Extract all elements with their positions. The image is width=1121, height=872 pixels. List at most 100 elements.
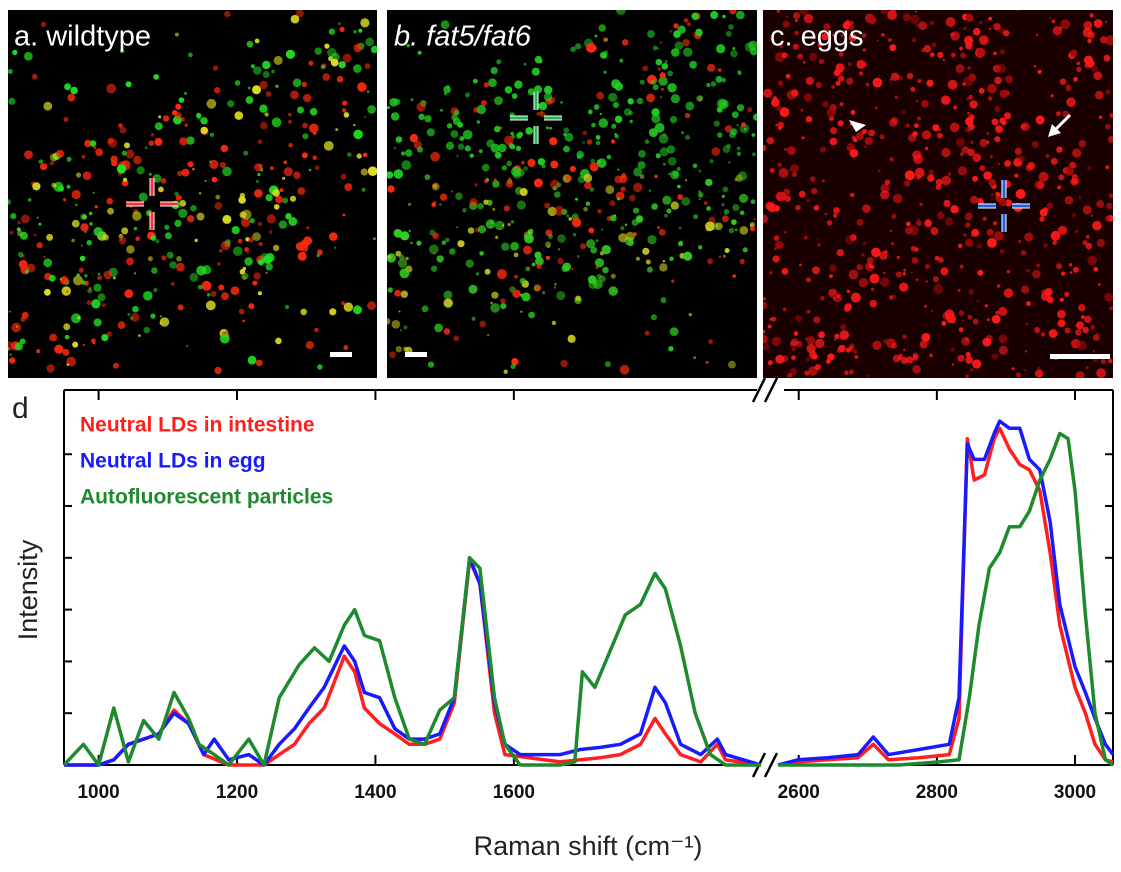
- speckle: [875, 106, 878, 109]
- speckle: [710, 11, 719, 19]
- speckle: [895, 271, 903, 278]
- speckle: [1076, 66, 1082, 73]
- speckle: [126, 257, 134, 266]
- speckle: [309, 108, 318, 116]
- speckle: [670, 94, 681, 104]
- speckle: [253, 272, 261, 280]
- speckle: [14, 342, 23, 351]
- speckle: [693, 214, 699, 220]
- speckle: [136, 166, 145, 175]
- speckle: [154, 122, 163, 131]
- speckle: [1093, 266, 1099, 272]
- speckle: [785, 15, 789, 18]
- speckle: [698, 192, 704, 198]
- speckle: [595, 135, 601, 140]
- speckle: [416, 146, 424, 153]
- speckle: [265, 194, 273, 202]
- speckle: [159, 317, 170, 327]
- speckle: [721, 194, 725, 198]
- speckle: [659, 263, 668, 272]
- speckle: [479, 320, 487, 328]
- speckle: [988, 16, 993, 21]
- speckle: [196, 112, 202, 118]
- speckle: [144, 146, 148, 149]
- speckle: [972, 318, 979, 325]
- speckle: [944, 217, 954, 226]
- speckle: [58, 185, 64, 192]
- speckle: [912, 131, 918, 137]
- speckle: [994, 136, 1001, 143]
- speckle: [779, 107, 790, 118]
- speckle: [777, 80, 784, 86]
- speckle: [1057, 309, 1066, 319]
- speckle: [353, 123, 356, 127]
- speckle: [750, 226, 755, 232]
- x-tick-label: 2800: [916, 782, 958, 803]
- speckle: [536, 263, 542, 269]
- speckle: [1057, 184, 1062, 190]
- speckle: [500, 298, 506, 304]
- speckle: [1055, 111, 1061, 116]
- speckle: [537, 158, 546, 166]
- speckle: [545, 126, 549, 130]
- speckle: [928, 169, 935, 176]
- speckle: [187, 161, 194, 168]
- speckle: [968, 94, 973, 100]
- speckle: [575, 43, 582, 50]
- speckle: [92, 191, 95, 194]
- speckle: [427, 361, 435, 368]
- speckle: [681, 131, 684, 135]
- speckle: [903, 348, 906, 352]
- speckle: [121, 150, 127, 156]
- speckle: [443, 85, 451, 94]
- speckle: [843, 306, 850, 313]
- speckle: [1050, 230, 1061, 241]
- speckle: [655, 58, 663, 66]
- speckle: [1087, 31, 1095, 39]
- speckle: [582, 130, 588, 136]
- speckle: [494, 125, 501, 133]
- speckle: [1003, 112, 1012, 120]
- speckle: [815, 81, 822, 89]
- speckle: [490, 67, 498, 75]
- speckle: [273, 204, 280, 210]
- speckle: [908, 225, 919, 236]
- speckle: [483, 82, 490, 88]
- speckle: [441, 240, 446, 245]
- speckle: [343, 302, 354, 312]
- speckle: [1014, 173, 1019, 178]
- speckle: [834, 338, 837, 341]
- speckle: [894, 95, 899, 100]
- speckle: [991, 314, 1001, 324]
- speckle: [342, 100, 348, 106]
- speckle: [805, 76, 815, 85]
- speckle: [259, 80, 268, 90]
- speckle: [967, 112, 970, 115]
- speckle: [677, 25, 686, 34]
- speckle: [724, 125, 733, 133]
- speckle: [80, 223, 89, 232]
- speckle: [66, 363, 70, 366]
- speckle: [301, 152, 308, 159]
- speckle: [531, 262, 536, 267]
- speckle: [459, 136, 465, 142]
- speckle: [732, 274, 736, 278]
- speckle: [616, 197, 620, 201]
- speckle: [633, 167, 643, 177]
- speckle: [547, 245, 550, 249]
- speckle: [957, 166, 968, 176]
- speckle: [782, 307, 787, 312]
- speckle: [957, 288, 961, 293]
- speckle: [478, 149, 483, 154]
- speckle: [914, 123, 919, 128]
- speckle: [476, 104, 486, 115]
- speckle: [483, 199, 489, 205]
- speckle: [588, 227, 595, 234]
- speckle: [150, 133, 155, 137]
- speckle: [685, 101, 695, 111]
- speckle: [915, 100, 919, 103]
- speckle: [288, 120, 292, 124]
- speckle: [462, 207, 467, 213]
- speckle: [118, 123, 123, 128]
- speckle: [1076, 321, 1085, 330]
